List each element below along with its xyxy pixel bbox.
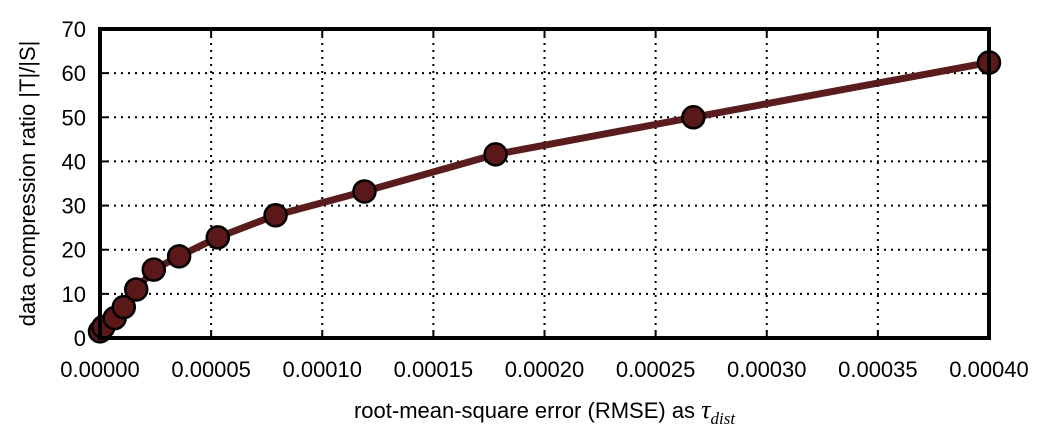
x-tick-label: 0.00035 [838,357,918,382]
x-axis-label: root-mean-square error (RMSE) as τdist [354,395,736,428]
x-tick-label: 0.00030 [727,357,807,382]
y-tick-labels: 0 10 20 30 40 50 60 70 [62,17,86,351]
x-tick-label: 0.00025 [616,357,696,382]
x-axis-label-subscript: dist [710,409,736,428]
x-axis-label-text: root-mean-square error (RMSE) as [354,398,701,423]
x-axis-label-symbol: τ [701,395,712,424]
x-tick-label: 0.00040 [949,357,1029,382]
y-tick-label: 70 [62,17,86,42]
y-tick-label: 10 [62,282,86,307]
data-point [141,257,167,282]
data-point [205,225,231,250]
data-point [352,179,377,204]
x-tick-label: 0.00010 [282,357,362,382]
data-point [483,142,508,167]
y-tick-label: 0 [74,326,86,351]
y-tick-label: 40 [62,149,86,174]
series [87,50,1002,344]
y-tick-label: 50 [62,105,86,130]
x-tick-label: 0.00020 [505,357,585,382]
data-point [111,294,137,320]
data-point [263,203,288,228]
grid [99,28,990,339]
series-line [96,59,993,335]
x-tick-label: 0.00005 [171,357,251,382]
plot-frame [98,27,991,340]
y-tick-label: 60 [62,61,86,86]
x-tick-labels: 0.00000 0.00005 0.00010 0.00015 0.00020 0.000… [60,357,1029,382]
x-tick-label: 0.00015 [394,357,474,382]
data-point [681,105,706,130]
x-tick-label: 0.00000 [60,357,140,382]
y-axis-label: data compression ratio |T|/|S| [15,41,40,327]
y-tick-label: 20 [62,238,86,263]
data-point [166,244,192,269]
data-point [123,277,149,302]
y-tick-label: 30 [62,194,86,219]
